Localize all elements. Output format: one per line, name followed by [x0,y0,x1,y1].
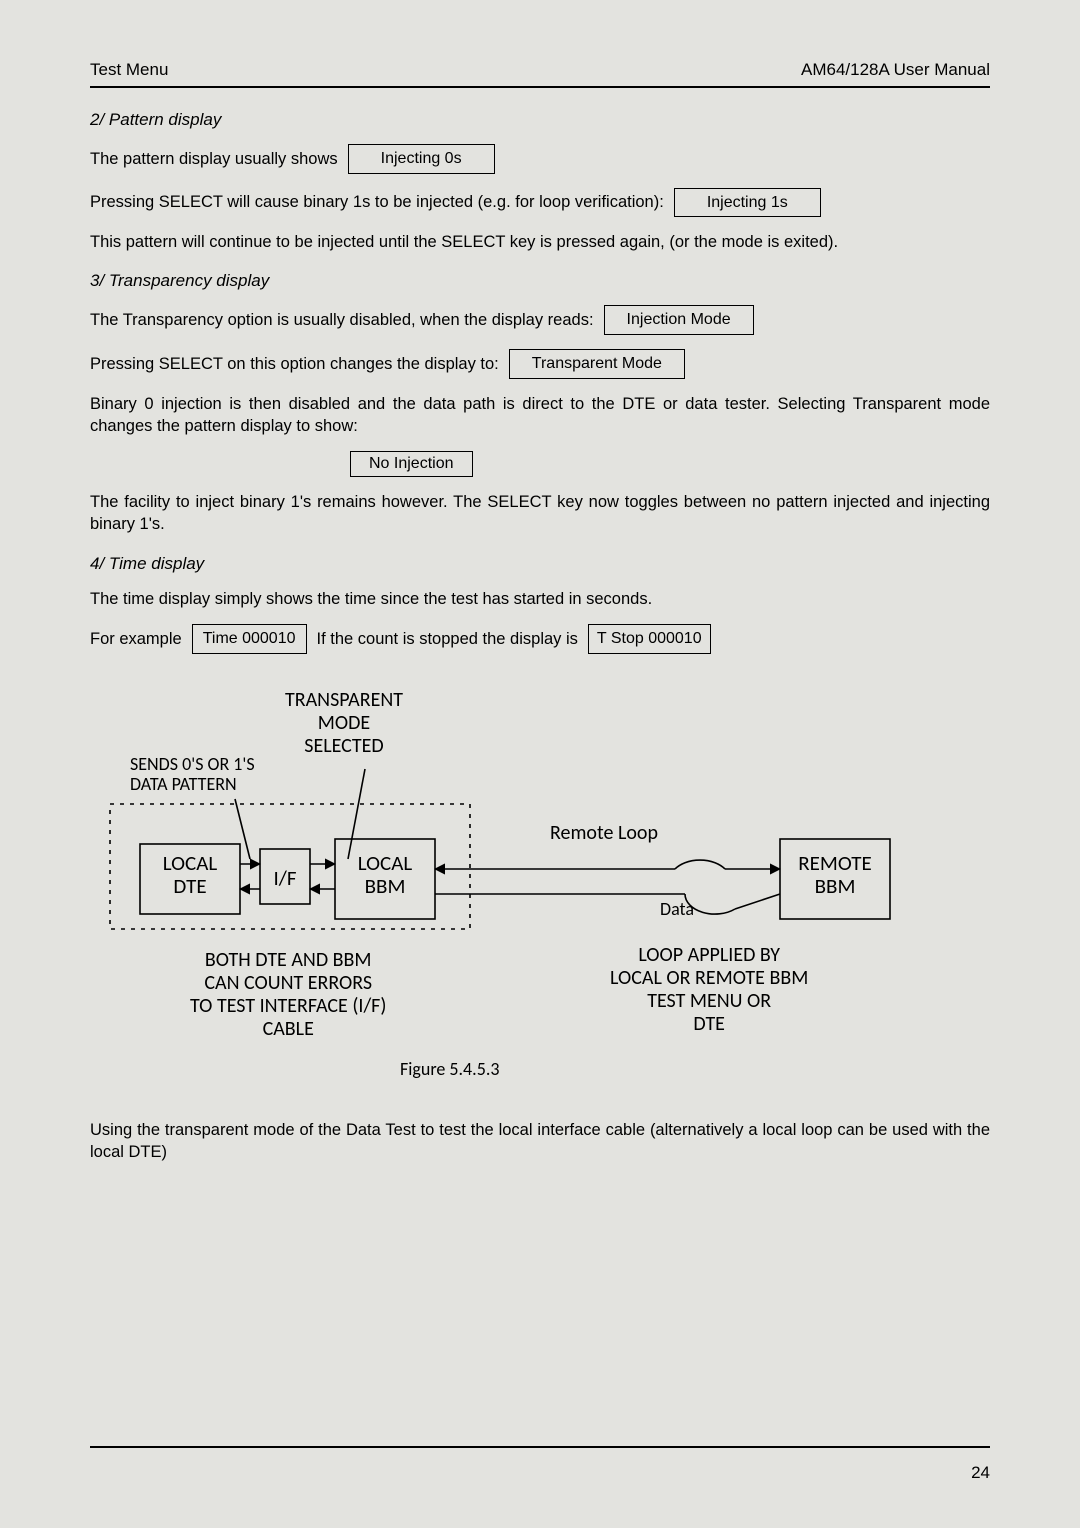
diagram-local-bbm-label: LOCAL BBM [340,852,430,898]
sec2-line1-box: Injecting 0s [348,144,495,174]
diagram-data-label: Data [660,899,694,920]
sec3-line1-text: The Transparency option is usually disab… [90,309,594,331]
diagram-both-dte-label: BOTH DTE AND BBM CAN COUNT ERRORS TO TES… [190,949,386,1041]
sec2-line3-text: This pattern will continue to be injecte… [90,231,990,253]
sec4-line2-mid: If the count is stopped the display is [317,628,578,650]
diagram-transparent-label: TRANSPARENT MODE SELECTED [285,689,403,758]
page-number: 24 [971,1463,990,1483]
sec3-heading: 3/ Transparency display [90,271,990,291]
sec2-line1-text: The pattern display usually shows [90,148,338,170]
sec2-line2-text: Pressing SELECT will cause binary 1s to … [90,191,664,213]
diagram-remote-loop-label: Remote Loop [550,822,658,845]
sec3-line2-box: Transparent Mode [509,349,685,379]
sec4-line2-box1: Time 000010 [192,624,307,654]
sec3-no-injection-box: No Injection [350,451,473,477]
diagram-local-dte-label: LOCAL DTE [145,852,235,898]
footer-para: Using the transparent mode of the Data T… [90,1119,990,1164]
sec4-line2-box2: T Stop 000010 [588,624,711,654]
sec4-line2-prefix: For example [90,628,182,650]
diagram-figure: SENDS 0'S OR 1'S DATA PATTERN TRANSPAREN… [90,674,990,1084]
header-right: AM64/128A User Manual [801,60,990,80]
sec3-line2-text: Pressing SELECT on this option changes t… [90,353,499,375]
diagram-loop-applied-label: LOOP APPLIED BY LOCAL OR REMOTE BBM TEST… [610,944,808,1036]
header-rule [90,86,990,88]
diagram-remote-bbm-label: REMOTE BBM [785,852,885,898]
sec2-heading: 2/ Pattern display [90,110,990,130]
figure-caption: Figure 5.4.5.3 [400,1059,500,1080]
sec2-line2-box: Injecting 1s [674,188,821,218]
diagram-if-label: I/F [268,867,302,890]
header-left: Test Menu [90,60,168,80]
sec3-line4-text: The facility to inject binary 1's remain… [90,491,990,536]
sec3-line3-text: Binary 0 injection is then disabled and … [90,393,990,438]
diagram-sends-label: SENDS 0'S OR 1'S DATA PATTERN [130,754,255,795]
sec4-heading: 4/ Time display [90,554,990,574]
sec3-line1-box: Injection Mode [604,305,754,335]
sec4-line1-text: The time display simply shows the time s… [90,588,990,610]
footer-rule [90,1446,990,1448]
